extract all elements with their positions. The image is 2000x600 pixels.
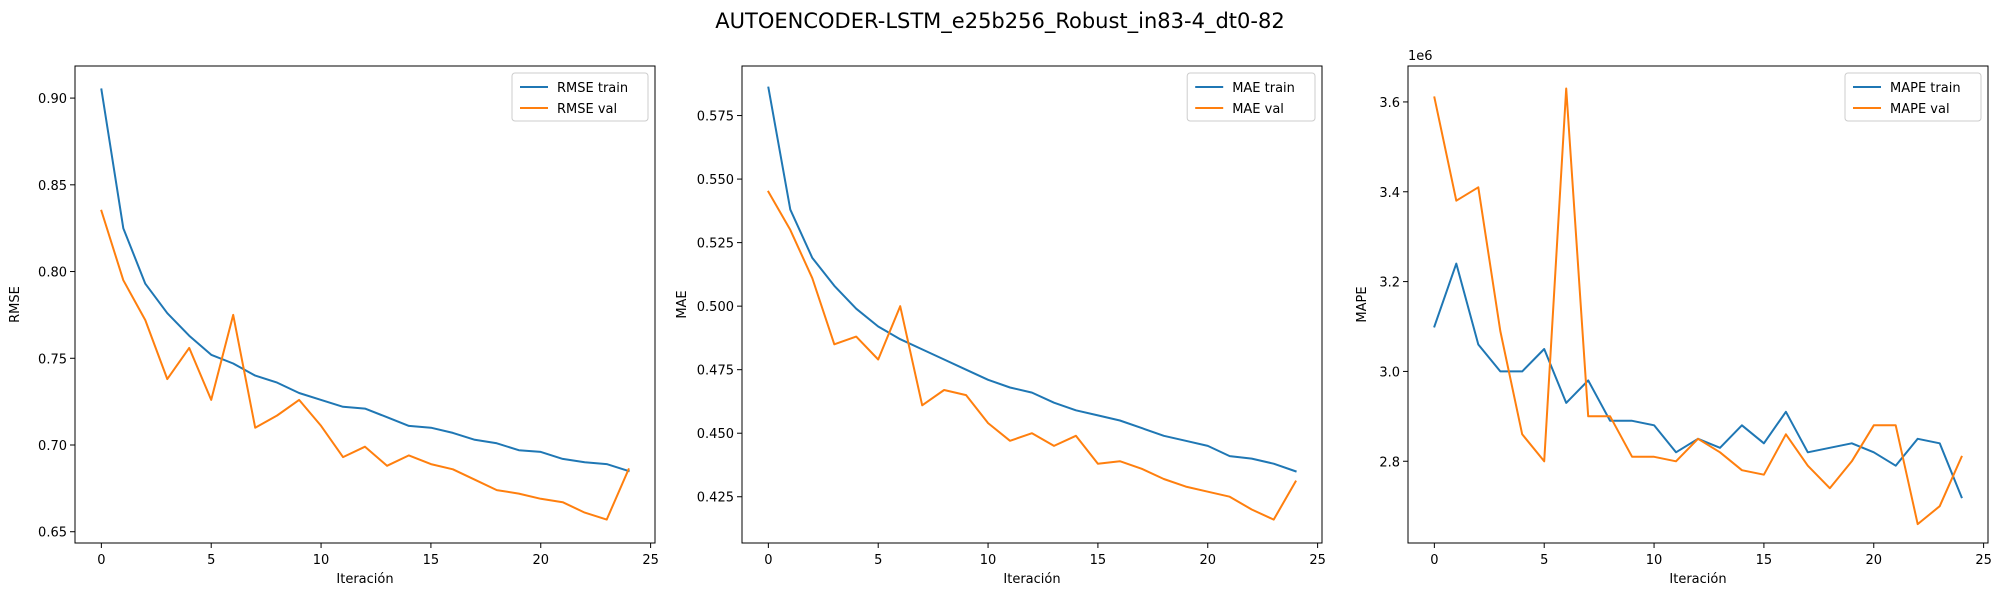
x-axis-label: Iteración [336,572,393,587]
y-tick-label: 0.500 [697,300,734,315]
x-tick-label: 10 [313,553,330,568]
series-line-val [1433,87,1963,526]
legend-entry-val: RMSE val [557,102,617,117]
y-axis-label: MAE [675,290,690,318]
figure-title: AUTOENCODER-LSTM_e25b256_Robust_in83-4_d… [715,9,1284,34]
chart-panel-mape: 0 5 10 15 20 25 2.8 3.0 3.2 3.4 3.6 Iteración MAPE 1e… [1355,49,1992,587]
y-tick-label: 3.6 [1379,96,1400,111]
x-tick-label: 5 [207,553,215,568]
x-tick-label: 20 [1199,553,1216,568]
y-tick-label: 0.475 [697,364,734,379]
y-tick-label: 3.2 [1379,276,1400,291]
x-axis-label: Iteración [1669,572,1726,587]
y-tick-label: 0.90 [38,92,67,107]
legend: RMSE train RMSE val [511,72,649,122]
charts-container: 0 5 10 15 20 25 0.65 0.70 0.75 0.80 0.85 0.90 Iterac… [8,49,1992,587]
y-offset-text: 1e6 [1408,49,1433,64]
y-tick-label: 0.550 [697,173,734,188]
x-tick-label: 25 [642,553,659,568]
series-line-train [767,86,1297,473]
legend: MAPE train MAPE val [1844,72,1982,122]
x-tick-label: 20 [1865,553,1882,568]
axes-frame [1407,65,1989,544]
y-axis-label: RMSE [8,286,23,323]
legend-entry-val: MAE val [1232,102,1284,117]
y-tick-label: 3.4 [1379,186,1400,201]
y-tick-label: 0.425 [697,491,734,506]
x-tick-label: 25 [1309,553,1326,568]
x-tick-label: 20 [532,553,549,568]
legend-entry-train: MAPE train [1890,81,1961,96]
y-tick-label: 0.80 [38,266,67,281]
y-tick-label: 0.85 [38,179,67,194]
series-line-train [100,88,630,473]
legend: MAE train MAE val [1186,72,1316,122]
series-line-val [767,190,1297,521]
y-tick-label: 0.70 [38,439,67,454]
y-tick-label: 0.525 [697,237,734,252]
x-tick-label: 15 [423,553,440,568]
chart-panel-rmse: 0 5 10 15 20 25 0.65 0.70 0.75 0.80 0.85 0.90 Iterac… [8,65,659,587]
y-tick-label: 0.75 [38,352,67,367]
x-tick-label: 15 [1756,553,1773,568]
x-tick-label: 10 [980,553,997,568]
chart-panel-mae: 0 5 10 15 20 25 0.425 0.450 0.475 0.500 0.525 0.550… [675,65,1326,587]
x-axis-label: Iteración [1003,572,1060,587]
x-tick-label: 5 [874,553,882,568]
series-line-val [100,209,630,521]
legend-entry-val: MAPE val [1890,102,1950,117]
x-tick-label: 15 [1090,553,1107,568]
y-tick-label: 0.575 [697,110,734,125]
legend-entry-train: MAE train [1232,81,1295,96]
x-tick-label: 5 [1540,553,1548,568]
axes-frame [74,65,656,544]
y-tick-label: 0.65 [38,526,67,541]
axes-frame [741,65,1323,544]
x-tick-label: 0 [97,553,105,568]
y-tick-label: 3.0 [1379,365,1400,380]
x-tick-label: 0 [764,553,772,568]
y-tick-label: 2.8 [1379,455,1400,470]
legend-entry-train: RMSE train [557,81,628,96]
y-tick-label: 0.450 [697,427,734,442]
x-tick-label: 0 [1430,553,1438,568]
y-axis-label: MAPE [1355,286,1370,322]
x-tick-label: 25 [1975,553,1992,568]
x-tick-label: 10 [1646,553,1663,568]
series-line-train [1433,262,1963,499]
